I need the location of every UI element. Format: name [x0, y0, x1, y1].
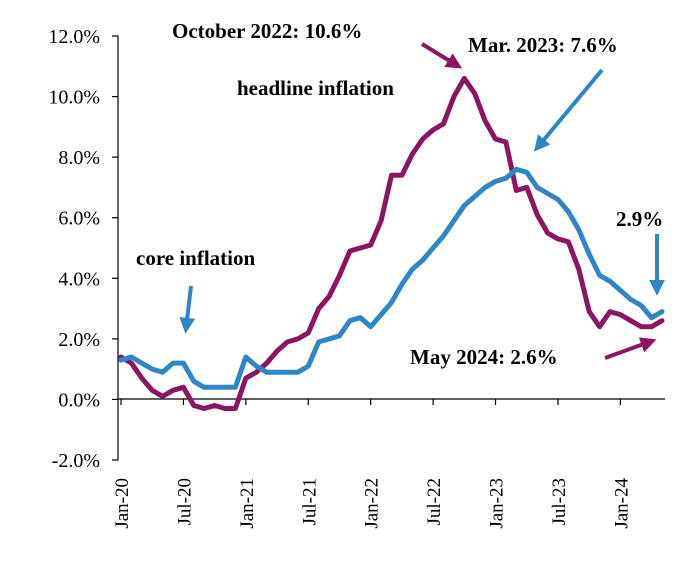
x-tick-label: Jan-23 — [487, 478, 508, 529]
may2024-label: May 2024: 2.6% — [410, 345, 558, 369]
oct2022-label: October 2022: 10.6% — [172, 19, 362, 43]
y-tick-label: 8.0% — [58, 147, 100, 169]
may2024-arrow — [604, 337, 657, 360]
core-latest-label: 2.9% — [616, 207, 663, 231]
x-tick-label: Jul-22 — [424, 478, 445, 526]
headline-inflation-line — [118, 75, 665, 411]
x-tick-label: Jul-23 — [549, 478, 570, 526]
headline-inflation-label: headline inflation — [237, 76, 394, 100]
x-tick-label: Jan-20 — [112, 478, 133, 529]
y-tick-label: 12.0% — [48, 26, 100, 48]
y-tick-label: -2.0% — [52, 450, 100, 472]
oct2022-arrow — [420, 42, 463, 69]
x-tick-label: Jan-22 — [362, 478, 383, 529]
y-tick-label: 6.0% — [58, 208, 100, 230]
mar2023-label: Mar. 2023: 7.6% — [468, 33, 618, 57]
x-tick-label: Jul-21 — [299, 478, 320, 526]
x-tick-label: Jan-24 — [611, 478, 632, 529]
y-tick-label: 4.0% — [58, 268, 100, 290]
x-tick-label: Jul-20 — [174, 478, 195, 526]
core-arrow — [179, 285, 196, 334]
y-tick-label: 2.0% — [58, 329, 100, 351]
core-inflation-line — [118, 166, 665, 390]
series-lines — [118, 75, 665, 411]
x-axis-ticks: Jan-20 Jul-20 Jan-21 Jul-21 Jan-22 Jul-22 Jan-… — [112, 399, 632, 529]
y-tick-label: 10.0% — [48, 87, 100, 109]
core-inflation-label: core inflation — [136, 246, 256, 270]
y-tick-label: 0.0% — [58, 389, 100, 411]
y-axis-ticks: -2.0% 0.0% 2.0% 4.0% 6.0% 8.0% 10.0% 12.0% — [48, 26, 118, 472]
mar2023-arrow — [533, 68, 604, 152]
x-tick-label: Jan-21 — [237, 478, 258, 529]
